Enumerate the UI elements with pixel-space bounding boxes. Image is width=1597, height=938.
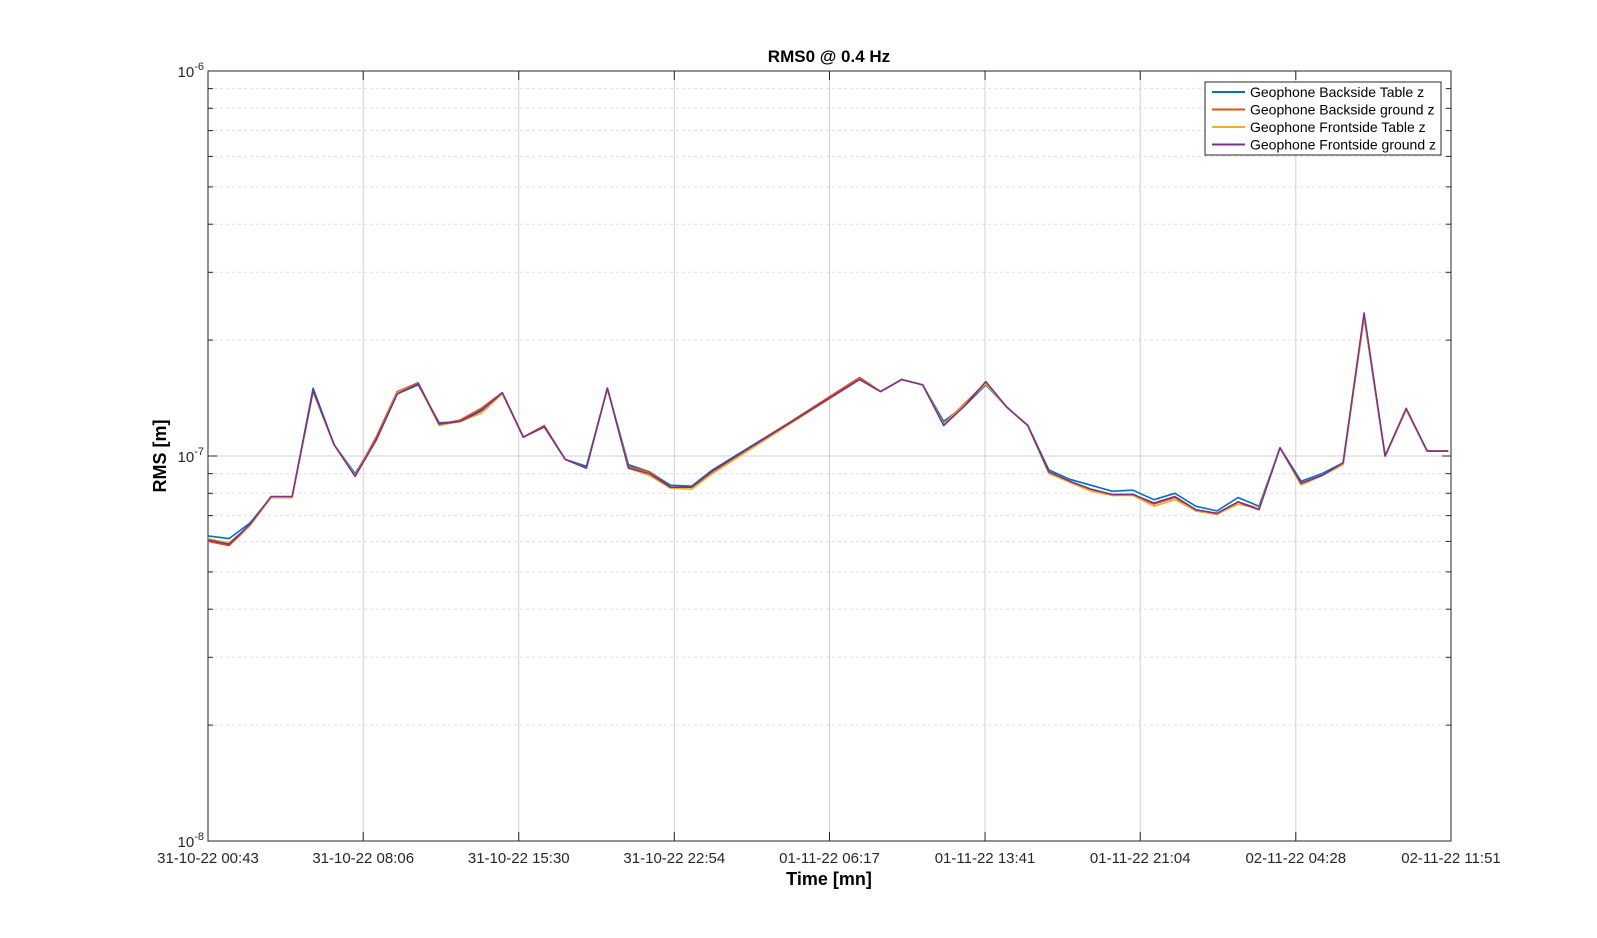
x-tick-labels: 31-10-22 00:43 31-10-22 08:06 31-10-22 15:… (157, 850, 1501, 867)
x-tick-label: 01-11-22 21:04 (1090, 850, 1191, 867)
y-tick-label: 10-6 (178, 61, 204, 81)
x-tick-label: 01-11-22 06:17 (779, 850, 880, 867)
x-tick-label: 02-11-22 11:51 (1401, 850, 1501, 867)
x-axis-label: Time [mn] (786, 869, 872, 889)
series-line-4 (207, 312, 1449, 546)
legend-label-2: Geophone Backside ground z (1250, 102, 1434, 118)
y-tick-label: 10-8 (178, 831, 204, 851)
legend-label-1: Geophone Backside Table z (1250, 84, 1424, 100)
y-tick-labels: 10-8 10-7 10-6 (178, 61, 204, 851)
x-tick-label: 31-10-22 08:06 (312, 850, 414, 867)
x-tick-label: 31-10-22 00:43 (157, 850, 259, 867)
y-axis-label: RMS [m] (150, 420, 170, 493)
legend-label-3: Geophone Frontside Table z (1250, 119, 1426, 135)
y-tick-label: 10-7 (178, 446, 204, 466)
data-series (207, 312, 1449, 547)
legend-box (1204, 81, 1442, 156)
legend-label-4: Geophone Frontside ground z (1250, 137, 1436, 153)
chart-title: RMS0 @ 0.4 Hz (768, 47, 890, 66)
x-tick-label: 31-10-22 22:54 (623, 850, 725, 867)
x-tick-label: 02-11-22 04:28 (1245, 850, 1346, 867)
grid-lines (207, 70, 1452, 842)
x-tick-label: 01-11-22 13:41 (935, 850, 1036, 867)
x-tick-label: 31-10-22 15:30 (468, 850, 570, 867)
legend: Geophone Backside Table z Geophone Backsi… (1204, 81, 1442, 156)
